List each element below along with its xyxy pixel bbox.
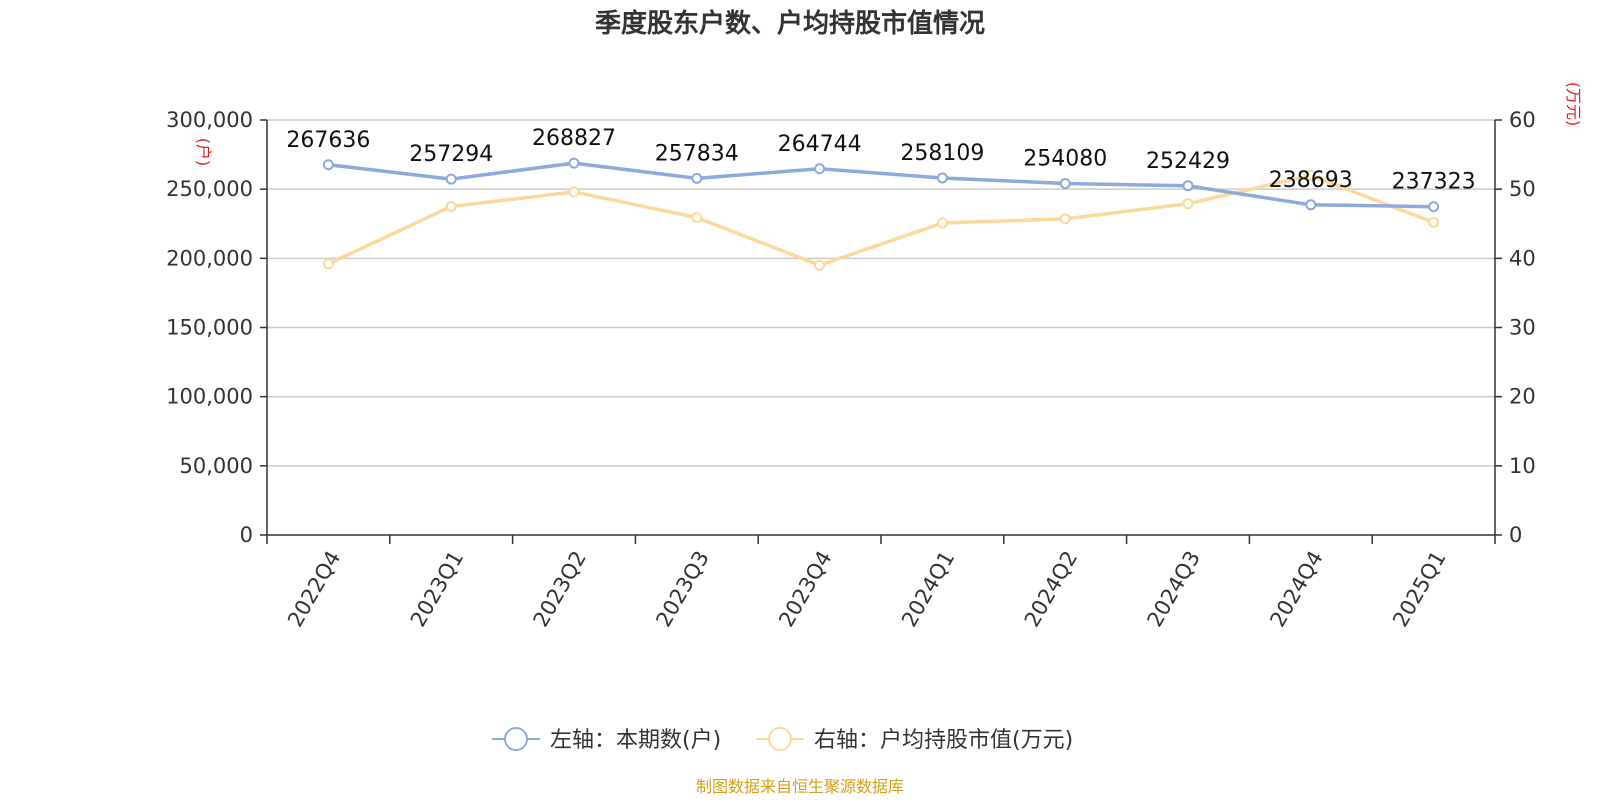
data-point <box>814 163 826 175</box>
x-tick-label: 2023Q2 <box>529 547 591 631</box>
data-point <box>445 173 457 185</box>
data-label: 264744 <box>778 132 862 157</box>
data-point <box>322 159 334 171</box>
right-tick-label: 60 <box>1509 108 1536 132</box>
x-tick-label: 2024Q4 <box>1265 547 1327 631</box>
legend-label-right: 右轴：户均持股市值(万元) <box>814 728 1073 753</box>
data-point <box>1428 216 1440 228</box>
x-tick-label: 2024Q1 <box>897 547 959 631</box>
left-tick-label: 250,000 <box>166 177 253 201</box>
right-axis-unit: (万元) <box>1564 82 1583 127</box>
right-tick-label: 10 <box>1509 454 1536 478</box>
right-tick-label: 40 <box>1509 246 1536 270</box>
data-point <box>936 172 948 184</box>
data-point <box>1059 213 1071 225</box>
data-point <box>691 172 703 184</box>
source-note: 制图数据来自恒生聚源数据库 <box>696 777 904 796</box>
right-tick-label: 0 <box>1509 523 1522 547</box>
x-tick-label: 2022Q4 <box>283 547 345 631</box>
data-point <box>322 258 334 270</box>
grid-lines <box>267 119 1495 467</box>
data-labels: 267636 257294 268827 257834 264744 258109 2540… <box>286 126 1475 195</box>
data-point <box>814 259 826 271</box>
x-tick-label: 2023Q3 <box>651 547 713 631</box>
series-layer <box>322 157 1440 271</box>
data-point <box>1428 201 1440 213</box>
data-point <box>568 186 580 198</box>
chart-title: 季度股东户数、户均持股市值情况 <box>595 8 985 39</box>
series-line <box>328 161 1434 209</box>
legend-label-left: 左轴：本期数(户) <box>550 728 721 753</box>
data-label: 237323 <box>1392 170 1476 195</box>
right-tick-label: 30 <box>1509 316 1536 340</box>
data-label: 257294 <box>409 142 493 167</box>
left-tick-label: 150,000 <box>166 316 253 340</box>
x-axis-ticks: 2022Q4 2023Q1 2023Q2 2023Q3 2023Q4 2024Q1 2024… <box>266 535 1496 631</box>
left-tick-label: 200,000 <box>166 246 253 270</box>
data-point <box>1182 198 1194 210</box>
data-label: 268827 <box>532 126 616 151</box>
x-tick-label: 2024Q2 <box>1020 547 1082 631</box>
legend-item-left[interactable]: 左轴：本期数(户) <box>492 727 721 753</box>
left-tick-label: 100,000 <box>166 385 253 409</box>
data-label: 252429 <box>1146 149 1230 174</box>
data-label: 257834 <box>655 141 739 166</box>
left-axis-unit: (户) <box>194 138 213 167</box>
data-point <box>936 217 948 229</box>
data-label: 254080 <box>1023 147 1107 172</box>
left-tick-label: 50,000 <box>180 454 253 478</box>
left-tick-label: 300,000 <box>166 108 253 132</box>
x-tick-label: 2023Q1 <box>406 547 468 631</box>
data-point <box>445 200 457 212</box>
data-point <box>1305 199 1317 211</box>
data-point <box>1182 180 1194 192</box>
data-point <box>1059 178 1071 190</box>
x-tick-label: 2024Q3 <box>1143 547 1205 631</box>
data-label: 258109 <box>900 141 984 166</box>
series-line <box>327 173 1435 267</box>
data-label: 238693 <box>1269 168 1353 193</box>
left-axis-ticks: 0 50,000 100,000 150,000 200,000 250,000 300,0… <box>166 108 267 547</box>
legend: 左轴：本期数(户) 右轴：户均持股市值(万元) <box>492 727 1073 753</box>
legend-item-right[interactable]: 右轴：户均持股市值(万元) <box>756 727 1073 753</box>
x-tick-label: 2025Q1 <box>1388 547 1450 631</box>
right-tick-label: 50 <box>1509 177 1536 201</box>
data-label: 267636 <box>286 128 370 153</box>
data-point <box>568 157 580 169</box>
left-tick-label: 0 <box>240 523 253 547</box>
x-tick-label: 2023Q4 <box>774 547 836 631</box>
data-point <box>691 212 703 224</box>
data-point <box>1305 169 1317 181</box>
right-axis-ticks: 0 10 20 30 40 50 60 <box>1495 108 1536 547</box>
right-tick-label: 20 <box>1509 385 1536 409</box>
